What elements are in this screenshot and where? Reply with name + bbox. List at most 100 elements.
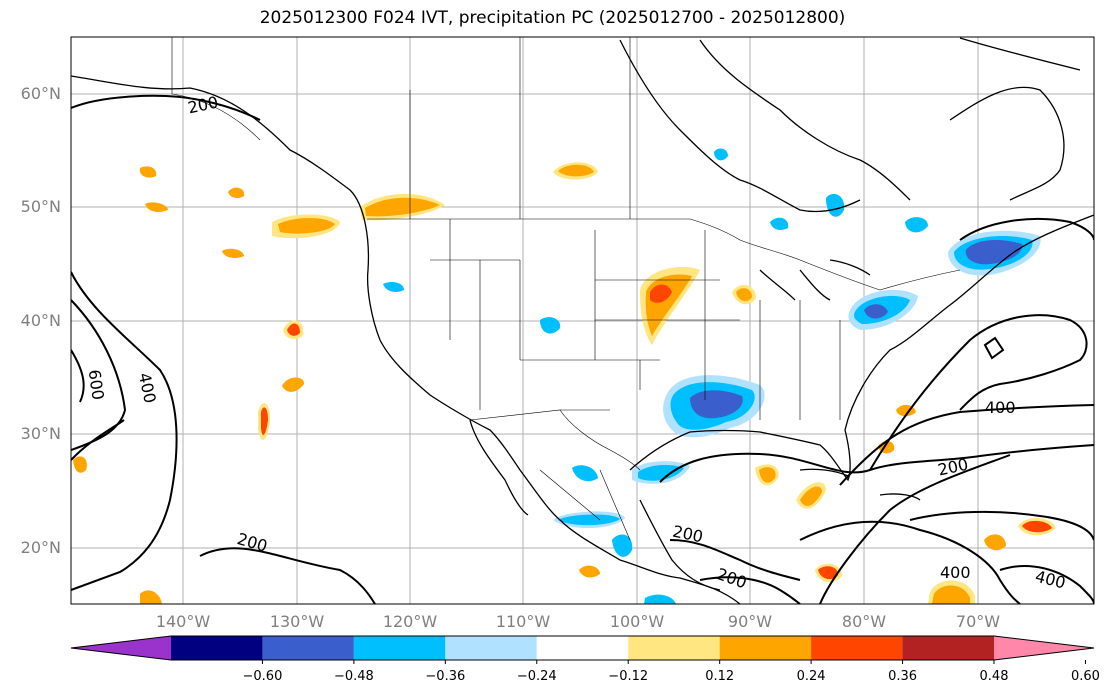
lat-label: 40°N [21, 311, 61, 330]
lon-label: 110°W [496, 612, 551, 631]
contour-line [839, 404, 1094, 486]
coastlines [71, 37, 1094, 604]
lat-label: 60°N [21, 84, 61, 103]
shade-patch [800, 486, 822, 506]
colorbar-swatch [902, 636, 994, 660]
colorbar-outline [70, 635, 1095, 661]
colorbar-swatch [811, 636, 903, 660]
shade-patch [222, 248, 244, 259]
hispaniola [879, 493, 921, 501]
shade-patch [228, 187, 245, 199]
colorbar-swatch [262, 636, 354, 660]
colorbar-tick-label: −0.60 [243, 669, 283, 684]
lat-label: 30°N [21, 424, 61, 443]
shade-patch [140, 590, 162, 604]
contour-line [71, 419, 125, 461]
contour-line [699, 576, 801, 604]
contour-line [799, 520, 1021, 604]
map-title: 2025012300 F024 IVT, precipitation PC (2… [259, 8, 846, 28]
political-boundaries [171, 37, 961, 541]
colorbar-tick-label: 0.12 [705, 669, 734, 684]
colorbar-tick-label: −0.48 [334, 669, 374, 684]
ivt-contours [71, 94, 1094, 604]
lon-label: 80°W [842, 612, 886, 631]
lon-label: 70°W [956, 612, 1000, 631]
lat-label: 50°N [21, 197, 61, 216]
cuba [799, 468, 849, 477]
hudson-bay-south [699, 39, 911, 201]
colorbar: −0.60 −0.48 −0.36 −0.24 −0.12 0.12 0.24 0.36 0.4… [70, 635, 1100, 684]
colorbar-tick-label: −0.24 [517, 669, 557, 684]
shade-patch [572, 465, 598, 482]
colorbar-tick-label: 0.48 [980, 669, 1009, 684]
colorbar-extension-max [994, 636, 1094, 660]
shade-patch [73, 456, 87, 473]
lat-label: 20°N [21, 538, 61, 557]
shade-patch [759, 467, 776, 483]
contour-line [71, 299, 127, 451]
shade-patch [714, 148, 728, 161]
contour-line [869, 314, 1088, 471]
shade-patch [864, 304, 888, 319]
shade-patch [579, 565, 600, 578]
colorbar-tick-label: 0.60 [1071, 669, 1100, 684]
map-frame [70, 36, 1095, 605]
lon-label: 100°W [610, 612, 665, 631]
mexico-east-coast [639, 499, 721, 591]
contour-label: 400 [985, 398, 1016, 417]
us-mexico-border [469, 409, 641, 471]
lon-label: 120°W [383, 612, 438, 631]
labrador-coast [949, 86, 1065, 201]
shade-patch [278, 218, 335, 234]
contour-line [669, 539, 801, 581]
shade-patch [818, 566, 838, 580]
latitude-labels: 60°N 50°N 40°N 30°N 20°N [21, 84, 61, 557]
lon-label: 130°W [270, 612, 325, 631]
contour-line [71, 94, 261, 121]
colorbar-swatch [171, 636, 263, 660]
contour-line [819, 454, 1011, 604]
alaska-border [171, 37, 261, 141]
lon-label: 90°W [728, 612, 772, 631]
baffin-coast [959, 37, 1081, 71]
shade-patch [383, 282, 404, 292]
shade-patch [365, 197, 440, 217]
contour-line [71, 349, 85, 403]
contour-label: 600 [85, 368, 108, 401]
canadian-provinces [409, 37, 631, 219]
west-coast [71, 75, 741, 604]
graticule [71, 37, 1094, 604]
shade-patch [540, 317, 561, 334]
contour-line [959, 217, 1094, 241]
shade-patch [145, 202, 168, 212]
contour-line [983, 336, 1005, 360]
colorbar-swatch [719, 636, 812, 660]
shade-patch [1022, 520, 1052, 533]
shade-patch [139, 166, 157, 178]
shade-patch [826, 194, 845, 217]
gulf-east-coast [629, 214, 1094, 482]
shade-patch [644, 594, 676, 604]
shade-patch [932, 585, 970, 604]
shade-patch [905, 217, 928, 233]
us-state-lines [430, 219, 841, 420]
contour-line [999, 565, 1094, 604]
shade-patch [612, 534, 633, 557]
shade-patch [282, 377, 305, 392]
hudson-bay-west [619, 39, 861, 213]
contour-line [199, 547, 376, 604]
colorbar-tick-label: 0.24 [797, 669, 826, 684]
shade-patch [690, 390, 743, 419]
colorbar-swatch [628, 636, 720, 660]
colorbar-tick-label: 0.36 [888, 669, 917, 684]
shade-patch [736, 288, 752, 302]
precipitation-shading [73, 148, 1056, 604]
shade-patch [638, 464, 684, 481]
contour-label: 400 [940, 563, 971, 582]
shade-patch [558, 164, 594, 177]
contour-line [909, 510, 1094, 541]
shade-patch [287, 323, 300, 336]
baja-peninsula [469, 419, 529, 516]
colorbar-swatch [353, 636, 446, 660]
colorbar-extension-min [71, 636, 171, 660]
